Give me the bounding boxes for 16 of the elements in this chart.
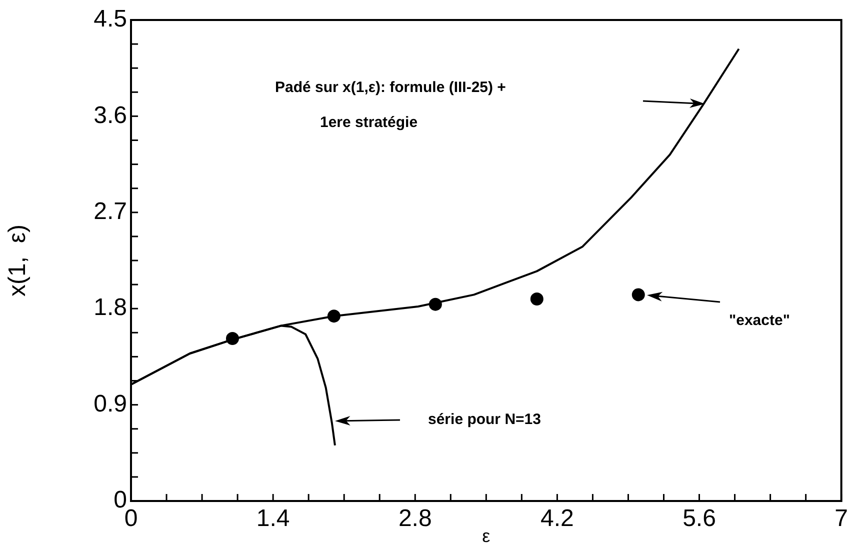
x-tick-label: 5.6 (682, 505, 716, 532)
x-tick-label: 2.8 (398, 505, 432, 532)
x-tick-label: 4.2 (540, 505, 574, 532)
y-tick-label: 0 (114, 486, 127, 514)
y-tick-label: 0.9 (94, 390, 127, 418)
y-tick-label: 4.5 (94, 6, 127, 33)
annotation: série pour N=13 (428, 411, 541, 428)
y-tick-label: 2.7 (94, 198, 127, 226)
y-tick-label: 3.6 (94, 102, 127, 129)
annotation: "exacte" (729, 312, 790, 329)
y-tick-label: 1.8 (94, 294, 127, 322)
x-tick-label: 1.4 (256, 505, 290, 532)
x-axis-title: ε (482, 526, 490, 546)
x-tick-label: 7 (834, 505, 848, 532)
y-axis-title: x(1, ε) (4, 224, 32, 297)
text: Padé sur x(1,ε): formule (III-25) + 1ere stratégie (275, 79, 506, 131)
